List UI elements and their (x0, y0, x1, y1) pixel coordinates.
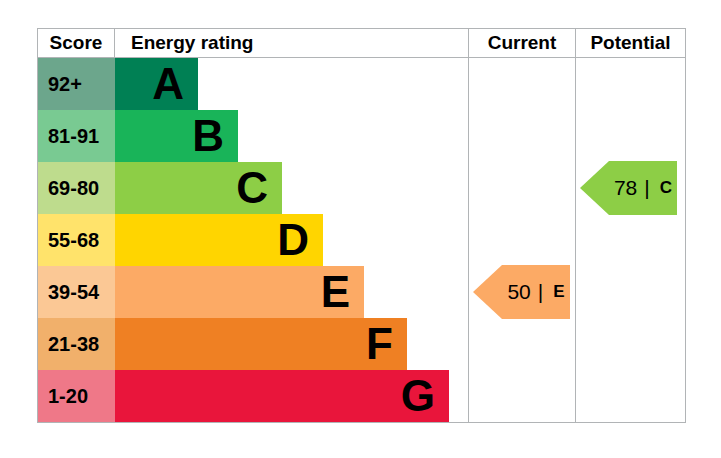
bar-area: B (115, 110, 468, 162)
band-letter: D (277, 214, 309, 266)
band-row-f: 21-38 F (38, 318, 685, 370)
score-range-label: 21-38 (38, 318, 115, 370)
rating-bar-b: B (115, 110, 238, 162)
band-row-b: 81-91 B (38, 110, 685, 162)
bar-area: F (115, 318, 468, 370)
band-letter: C (236, 162, 268, 214)
rating-bar-a: A (115, 58, 198, 110)
score-range-label: 55-68 (38, 214, 115, 266)
pipe-separator: | (538, 280, 543, 304)
score-range-label: 81-91 (38, 110, 115, 162)
epc-rating-chart: Score Energy rating Current Potential 50… (37, 28, 686, 423)
potential-band-letter: C (660, 178, 672, 198)
header-potential: Potential (575, 29, 685, 57)
epc-rating-page: { "header": { "score": "Score", "energy_… (0, 0, 721, 458)
band-row-a: 92+ A (38, 58, 685, 110)
rating-bar-g: G (115, 370, 449, 422)
bar-area: E (115, 266, 468, 318)
rating-bar-d: D (115, 214, 323, 266)
potential-score-value: 78 (614, 176, 637, 200)
bar-area: A (115, 58, 468, 110)
band-row-d: 55-68 D (38, 214, 685, 266)
epc-band-rows: 50 | E 78 | C 92+A81-91B69-80C55-68D39-5… (38, 58, 685, 422)
band-letter: F (366, 318, 393, 370)
header-score: Score (38, 29, 115, 57)
current-score-value: 50 (507, 280, 530, 304)
band-letter: A (152, 58, 184, 110)
score-range-label: 92+ (38, 58, 115, 110)
rating-bar-e: E (115, 266, 364, 318)
pipe-separator: | (644, 176, 649, 200)
band-row-e: 39-54 E (38, 266, 685, 318)
potential-column-divider (575, 58, 576, 422)
band-letter: B (192, 110, 224, 162)
rating-bar-c: C (115, 162, 282, 214)
rating-bar-f: F (115, 318, 407, 370)
score-range-label: 39-54 (38, 266, 115, 318)
epc-header-row: Score Energy rating Current Potential (38, 29, 685, 58)
band-letter: G (401, 370, 435, 422)
bar-area: D (115, 214, 468, 266)
score-range-label: 69-80 (38, 162, 115, 214)
header-current: Current (468, 29, 575, 57)
bar-area: G (115, 370, 468, 422)
current-band-letter: E (553, 282, 564, 302)
band-row-g: 1-20 G (38, 370, 685, 422)
bar-area: C (115, 162, 468, 214)
band-letter: E (321, 266, 350, 318)
header-energy-rating: Energy rating (115, 32, 468, 54)
score-range-label: 1-20 (38, 370, 115, 422)
current-column-divider (468, 58, 469, 422)
